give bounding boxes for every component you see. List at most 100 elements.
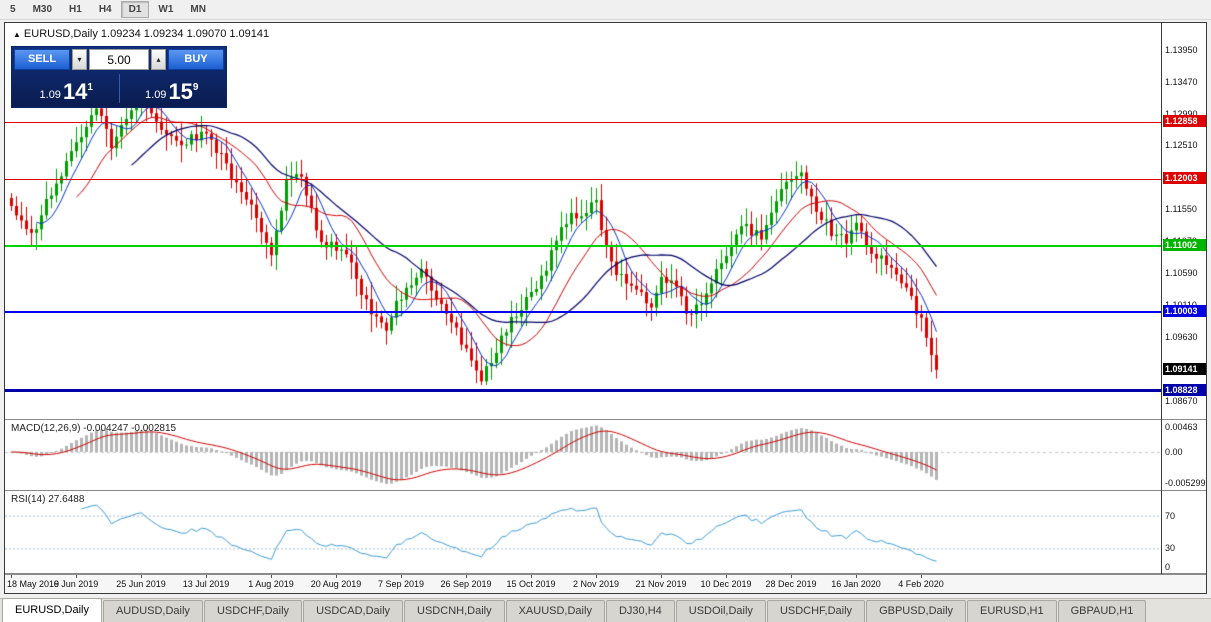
date-axis-label: 16 Jan 2020 (831, 579, 881, 589)
tab-audusd-daily[interactable]: AUDUSD,Daily (102, 600, 203, 622)
date-tick (206, 575, 207, 578)
tab-eurusd-h1[interactable]: EURUSD,H1 (967, 600, 1057, 622)
timeframe-button-h1[interactable]: H1 (69, 4, 82, 15)
date-axis-label: 18 May 2019 (7, 579, 60, 589)
date-axis-label: 20 Aug 2019 (310, 579, 362, 589)
price-axis-label: 1.11550 (1165, 204, 1197, 215)
date-axis-label: 26 Sep 2019 (440, 579, 492, 589)
date-tick (726, 575, 727, 578)
panel-divider[interactable] (5, 419, 1206, 420)
sell-price-sup: 1 (87, 82, 93, 93)
date-axis-label: 28 Dec 2019 (765, 579, 817, 589)
timeframe-button-h4[interactable]: H4 (98, 4, 112, 15)
date-tick (11, 575, 12, 578)
macd-axis-label: 0.00 (1165, 446, 1183, 457)
rsi-axis: 70 30 0 (1163, 491, 1206, 573)
timeframe-toolbar: 5 M30 H1 H4 D1 W1 MN (0, 0, 1211, 20)
macd-axis-label: 0.00463 (1165, 422, 1198, 432)
price-level-line[interactable] (5, 245, 1161, 247)
price-axis-label: 1.12990 (1165, 108, 1198, 119)
buy-button[interactable]: BUY (168, 49, 224, 70)
price-level-line[interactable] (5, 122, 1161, 123)
price-level-line[interactable] (5, 389, 1161, 392)
date-tick (141, 575, 142, 578)
price-level-line[interactable] (5, 311, 1161, 313)
price-badge: 1.12003 (1163, 172, 1206, 185)
rsi-axis-label: 0 (1165, 562, 1171, 572)
timeframe-button-d1[interactable]: D1 (120, 1, 150, 18)
date-tick (596, 575, 597, 578)
timeframe-button-mn[interactable]: MN (190, 4, 206, 15)
date-axis-label: 25 Jun 2019 (116, 579, 166, 589)
macd-chart[interactable] (5, 420, 1161, 490)
price-level-line[interactable] (5, 179, 1161, 180)
price-axis-separator (1161, 23, 1162, 574)
price-axis-label: 1.10110 (1165, 300, 1197, 310)
rsi-axis-label: 30 (1165, 543, 1176, 554)
date-tick (921, 575, 922, 578)
tab-gbpaud-h1[interactable]: GBPAUD,H1 (1057, 600, 1147, 622)
ohlc-readout: ▲ EURUSD,Daily 1.09234 1.09234 1.09070 1.… (13, 28, 269, 40)
tab-gbpusd-daily[interactable]: GBPUSD,Daily (866, 600, 967, 622)
price-axis-label: 1.08670 (1165, 396, 1198, 407)
price-axis-label: 1.12510 (1165, 140, 1198, 151)
date-axis-label: 1 Aug 2019 (248, 579, 294, 589)
panel-divider[interactable] (5, 573, 1206, 574)
macd-axis-label: -0.005299 (1165, 478, 1206, 488)
date-tick (661, 575, 662, 578)
price-divider (118, 74, 120, 103)
date-axis-label: 15 Oct 2019 (506, 579, 556, 589)
date-axis: 18 May 2019 6 Jun 2019 25 Jun 2019 13 Jul 2… (5, 574, 1206, 593)
one-click-trading-panel: SELL ▾ ▴ BUY 1.09 14 1 1.09 15 (11, 46, 227, 108)
buy-price-display: 1.09 15 9 (120, 72, 225, 105)
volume-input[interactable] (89, 49, 149, 70)
macd-header: MACD(12,26,9) -0.004247 -0.002815 (11, 423, 177, 434)
volume-decrease-button[interactable]: ▾ (72, 49, 87, 70)
ohlc-readout-text: EURUSD,Daily 1.09234 1.09234 1.09070 1.0… (23, 28, 270, 40)
sell-price-display: 1.09 14 1 (14, 72, 119, 105)
date-tick (401, 575, 402, 578)
date-tick (466, 575, 467, 578)
tab-usdcnh-daily[interactable]: USDCNH,Daily (404, 600, 505, 622)
date-axis-label: 7 Sep 2019 (377, 579, 425, 589)
date-axis-label: 10 Dec 2019 (700, 579, 752, 589)
sell-button[interactable]: SELL (14, 49, 70, 70)
date-tick (271, 575, 272, 578)
date-tick (856, 575, 857, 578)
price-axis-label: 1.13470 (1165, 76, 1198, 87)
tab-usdoil-daily[interactable]: USDOil,Daily (675, 600, 766, 622)
tab-dj30-h4[interactable]: DJ30,H4 (605, 600, 675, 622)
timeframe-button-m30[interactable]: M30 (32, 4, 53, 15)
macd-panel: MACD(12,26,9) -0.004247 -0.002815 (5, 420, 1161, 490)
chart-marker-icon: ▲ (13, 30, 21, 39)
rsi-chart[interactable] (5, 491, 1161, 573)
price-badge: 1.08828 (1163, 383, 1206, 396)
tab-eurusd-daily[interactable]: EURUSD,Daily (2, 598, 102, 622)
price-badge: 1.10003 (1163, 305, 1206, 318)
chart-tabs-bar: EURUSD,Daily AUDUSD,Daily USDCHF,Daily USDC… (0, 598, 1211, 622)
timeframe-button-w1[interactable]: W1 (158, 4, 174, 15)
buy-price-prefix: 1.09 (145, 89, 167, 101)
date-tick (336, 575, 337, 578)
rsi-axis-label: 70 (1165, 510, 1176, 521)
price-axis-label: 1.10590 (1165, 268, 1198, 279)
rsi-panel: RSI(14) 27.6488 (5, 491, 1161, 573)
tab-usdchf-daily[interactable]: USDCHF,Daily (766, 600, 866, 622)
volume-increase-button[interactable]: ▴ (151, 49, 166, 70)
tab-usdchf-daily[interactable]: USDCHF,Daily (203, 600, 303, 622)
date-tick (531, 575, 532, 578)
price-panel: ▲ EURUSD,Daily 1.09234 1.09234 1.09070 1.… (5, 23, 1161, 419)
price-axis-label: 1.13950 (1165, 44, 1198, 55)
tab-xauusd-daily[interactable]: XAUUSD,Daily (505, 600, 605, 622)
timeframe-button-5[interactable]: 5 (10, 4, 16, 15)
date-axis-label: 13 Jul 2019 (182, 579, 230, 589)
tab-usdcad-daily[interactable]: USDCAD,Daily (303, 600, 404, 622)
panel-divider[interactable] (5, 490, 1206, 491)
date-axis-label: 4 Feb 2020 (898, 579, 944, 589)
date-axis-label: 6 Jun 2019 (53, 579, 99, 589)
buy-price-sup: 9 (192, 82, 199, 93)
price-axis: 1.139501.134701.129901.125101.120301.115… (1163, 23, 1206, 419)
macd-axis: 0.00463 0.00 -0.005299 (1163, 420, 1206, 490)
date-tick (791, 575, 792, 578)
